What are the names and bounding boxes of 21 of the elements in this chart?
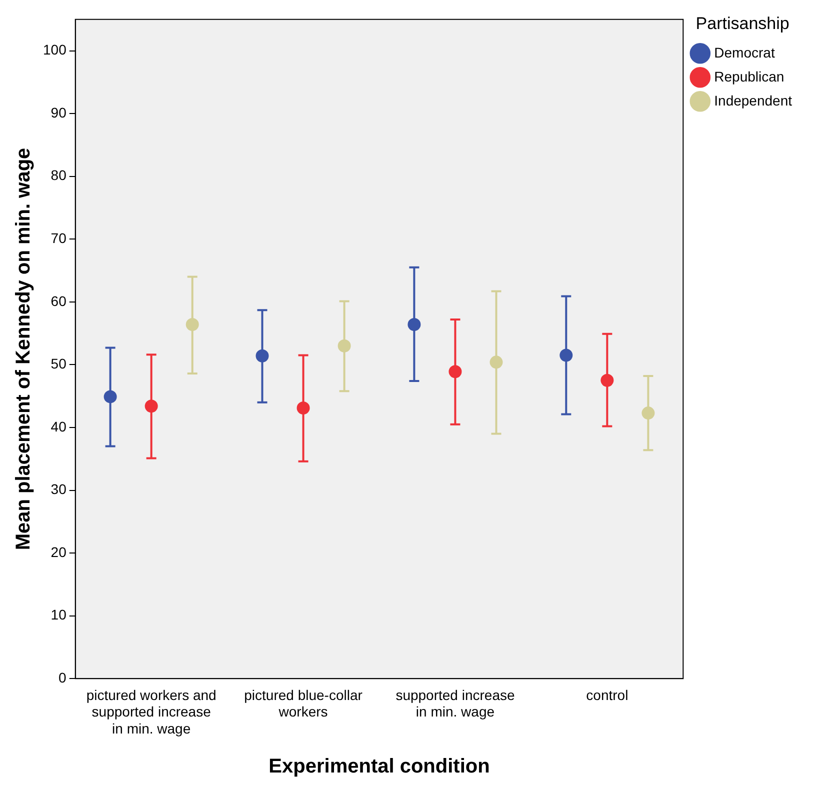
x-axis-title: Experimental condition: [268, 756, 490, 778]
y-axis-title: Mean placement of Kennedy on min. wage: [12, 148, 35, 550]
y-tick-label: 100: [43, 42, 67, 58]
y-tick-label: 70: [50, 230, 67, 246]
y-tick-label: 30: [50, 481, 67, 498]
x-tick-label: pictured blue-collar workers: [244, 686, 363, 720]
legend-label: Republican: [714, 68, 784, 84]
y-tick-label: 0: [58, 669, 67, 686]
x-tick-label: supported increase in min. wage: [396, 686, 515, 720]
y-tick-label: 60: [50, 292, 67, 309]
legend-label: Democrat: [714, 44, 775, 60]
legend-label: Independent: [714, 92, 792, 108]
y-tick-label: 40: [50, 418, 67, 434]
y-tick-label: 80: [50, 167, 67, 184]
y-tick-label: 90: [50, 104, 67, 120]
y-tick-label: 20: [50, 544, 67, 560]
legend-title: Partisanship: [696, 14, 790, 34]
y-tick-label: 50: [50, 356, 67, 372]
x-tick-label: control: [586, 686, 628, 703]
x-tick-label: pictured workers and supported increase in min. wage: [86, 686, 216, 736]
y-tick-label: 10: [50, 606, 67, 623]
